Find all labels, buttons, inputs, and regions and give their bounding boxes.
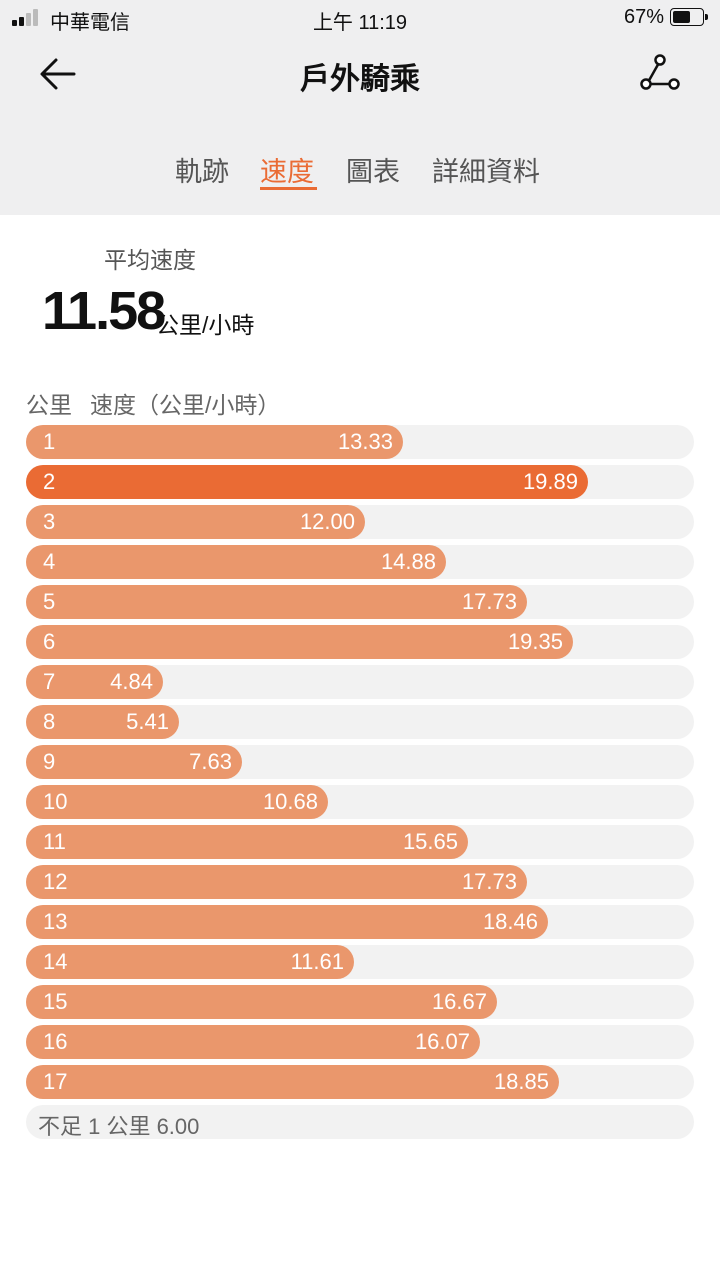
split-km: 10 (43, 789, 68, 814)
split-speed: 13.33 (337, 429, 393, 454)
tab-details[interactable]: 詳細資料 (432, 157, 540, 187)
remainder-row: 不足 1 公里 6.00 (26, 1105, 694, 1139)
tab-chart[interactable]: 圖表 (346, 157, 400, 187)
split-speed: 19.35 (507, 629, 563, 654)
speed-bar: 5 17.73 (26, 585, 527, 619)
split-row: 17 18.85 (26, 1065, 694, 1099)
back-button[interactable] (34, 52, 82, 96)
split-speed: 11.61 (290, 949, 344, 974)
speed-bar: 3 12.00 (26, 505, 365, 539)
split-row: 10 10.68 (26, 785, 694, 819)
split-speed: 5.41 (126, 709, 169, 734)
speed-bar: 15 16.67 (26, 985, 497, 1019)
status-bar: 中華電信 上午 11:19 67% (0, 0, 720, 36)
header-area (0, 0, 720, 215)
split-speed: 19.89 (522, 469, 578, 494)
split-speed: 14.88 (380, 549, 436, 574)
average-speed-label: 平均速度 (104, 247, 196, 273)
battery-icon (670, 8, 708, 26)
split-km: 7 (43, 669, 56, 694)
average-speed-value: 11.58 (42, 281, 166, 341)
page-title: 戶外騎乘 (300, 63, 420, 96)
split-km: 1 (43, 429, 56, 454)
speed-bar: 16 16.07 (26, 1025, 480, 1059)
split-row: 14 11.61 (26, 945, 694, 979)
tab-speed[interactable]: 速度 (260, 157, 314, 187)
split-speed: 18.46 (482, 909, 538, 934)
split-row: 13 18.46 (26, 905, 694, 939)
split-speed: 10.68 (262, 789, 318, 814)
split-km: 2 (43, 469, 56, 494)
split-speed: 16.07 (414, 1029, 470, 1054)
speed-bar: 10 10.68 (26, 785, 328, 819)
remainder-text: 不足 1 公里 6.00 (38, 1114, 200, 1139)
column-km-label: 公里 (26, 392, 72, 418)
speed-bar: 14 11.61 (26, 945, 354, 979)
table-header: 公里 速度（公里/小時） (26, 386, 280, 420)
status-time: 上午 11:19 (312, 12, 408, 34)
split-row: 3 12.00 (26, 505, 694, 539)
split-km: 15 (43, 989, 68, 1014)
speed-bar: 7 4.84 (26, 665, 163, 699)
split-speed: 12.00 (299, 509, 355, 534)
split-km: 12 (43, 869, 68, 894)
average-speed-unit: 公里/小時 (156, 312, 255, 338)
split-row: 8 5.41 (26, 705, 694, 739)
split-speed: 16.67 (431, 989, 487, 1014)
back-arrow-icon (40, 58, 76, 90)
split-row: 9 7.63 (26, 745, 694, 779)
split-row: 6 19.35 (26, 625, 694, 659)
speed-bar: 6 19.35 (26, 625, 573, 659)
speed-bar: 2 19.89 (26, 465, 588, 499)
speed-bar: 12 17.73 (26, 865, 527, 899)
split-km: 4 (43, 549, 56, 574)
split-km: 6 (43, 629, 56, 654)
signal-icon (12, 8, 42, 26)
speed-bar: 8 5.41 (26, 705, 179, 739)
split-row: 15 16.67 (26, 985, 694, 1019)
split-row: 16 16.07 (26, 1025, 694, 1059)
speed-bar: 11 15.65 (26, 825, 468, 859)
split-row: 12 17.73 (26, 865, 694, 899)
split-km: 11 (43, 829, 66, 854)
split-km: 9 (43, 749, 56, 774)
split-speed: 17.73 (461, 869, 517, 894)
split-km: 17 (43, 1069, 68, 1094)
split-row: 7 4.84 (26, 665, 694, 699)
split-row: 2 19.89 (26, 465, 694, 499)
speed-bar: 13 18.46 (26, 905, 548, 939)
split-speed: 4.84 (110, 669, 153, 694)
split-row: 11 15.65 (26, 825, 694, 859)
split-km: 13 (43, 909, 68, 934)
split-km: 14 (43, 949, 68, 974)
tab-track[interactable]: 軌跡 (175, 157, 229, 187)
speed-bar: 4 14.88 (26, 545, 446, 579)
carrier-name: 中華電信 (50, 12, 130, 34)
split-list: 1 13.33 2 19.89 3 12.00 4 14.88 5 17.73 6 19.35 7 4.8… (26, 425, 694, 1139)
split-km: 8 (43, 709, 56, 734)
column-speed-label: 速度（公里/小時） (90, 392, 281, 418)
speed-bar: 17 18.85 (26, 1065, 559, 1099)
tab-bar: 軌跡 速度 圖表 詳細資料 (0, 150, 720, 195)
split-speed: 15.65 (402, 829, 458, 854)
split-row: 5 17.73 (26, 585, 694, 619)
route-button[interactable] (636, 52, 684, 96)
split-km: 3 (43, 509, 56, 534)
split-row: 4 14.88 (26, 545, 694, 579)
split-km: 5 (43, 589, 56, 614)
battery-percent: 67% (623, 6, 664, 28)
route-icon (640, 54, 680, 90)
split-row: 1 13.33 (26, 425, 694, 459)
speed-bar: 1 13.33 (26, 425, 403, 459)
active-tab-indicator (260, 187, 317, 190)
split-speed: 17.73 (461, 589, 517, 614)
speed-bar: 9 7.63 (26, 745, 242, 779)
split-km: 16 (43, 1029, 68, 1054)
split-speed: 7.63 (189, 749, 232, 774)
split-speed: 18.85 (493, 1069, 549, 1094)
